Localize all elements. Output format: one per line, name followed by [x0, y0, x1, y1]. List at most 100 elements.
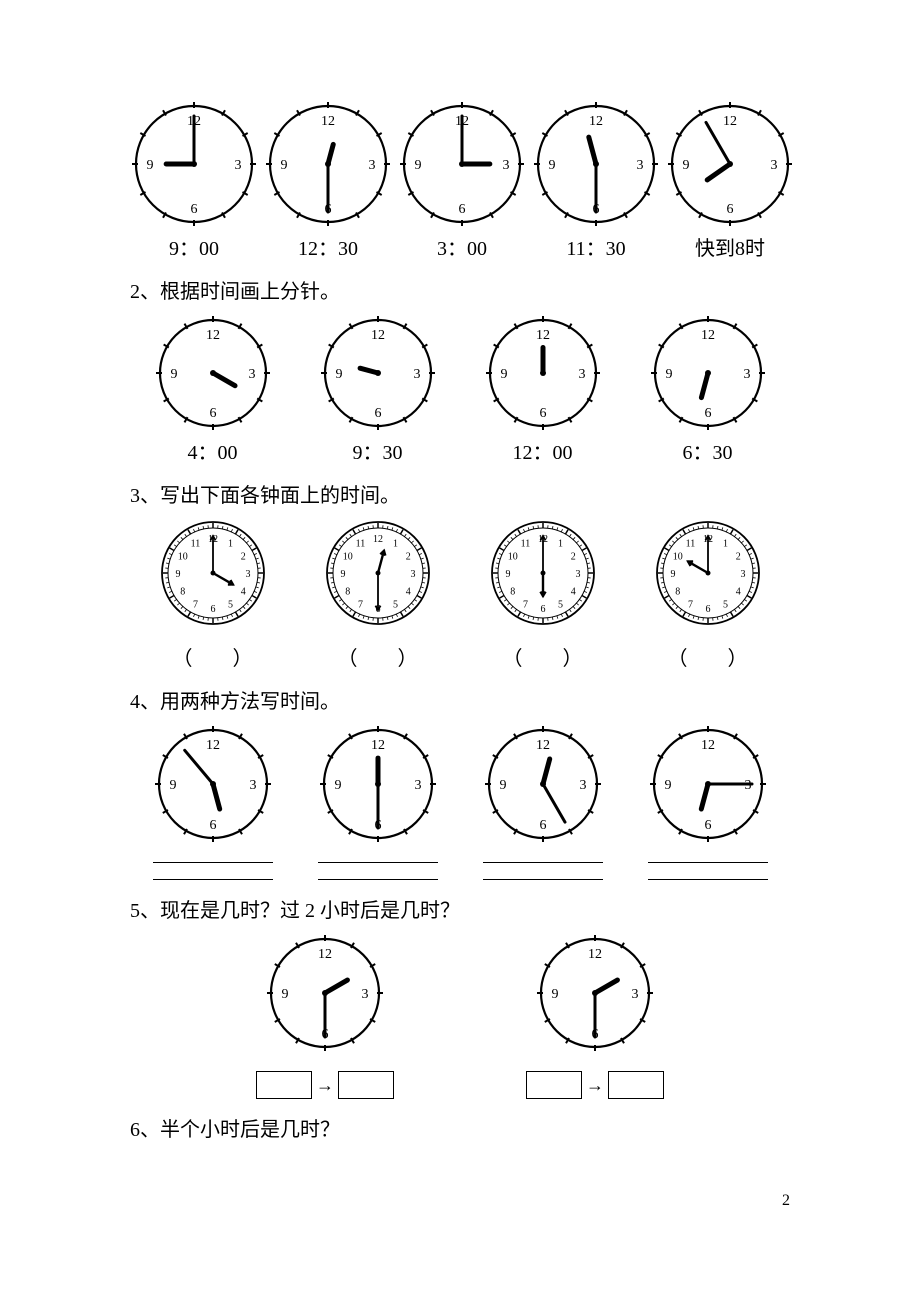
clock-time-label: 快到8时: [695, 232, 765, 261]
svg-text:5: 5: [558, 599, 563, 610]
clock-face-detailed: 121234567891011: [488, 518, 598, 628]
svg-text:12: 12: [371, 328, 385, 343]
q1-clock-cell: 12369 9：00: [130, 100, 258, 261]
clock-time-label: 3：00: [437, 232, 487, 261]
svg-text:3: 3: [579, 778, 586, 793]
q2-clock-cell: 123699：30: [295, 314, 460, 465]
svg-text:6: 6: [210, 604, 215, 615]
clock-face-detailed: 121234567891011: [323, 518, 433, 628]
answer-box: [338, 1071, 394, 1099]
svg-text:9: 9: [340, 569, 345, 580]
svg-text:2: 2: [735, 552, 740, 563]
svg-text:9: 9: [552, 987, 559, 1002]
svg-text:10: 10: [507, 552, 517, 563]
answer-lines: [318, 862, 438, 880]
svg-text:6: 6: [459, 202, 466, 217]
svg-text:6: 6: [374, 406, 381, 421]
answer-paren: （ ）: [338, 642, 418, 671]
arrow-icon: →: [316, 1075, 334, 1096]
svg-text:3: 3: [235, 158, 242, 173]
svg-text:5: 5: [723, 599, 728, 610]
svg-text:8: 8: [675, 587, 680, 598]
q2-clock-cell: 12369 12：00: [460, 314, 625, 465]
svg-text:12: 12: [206, 328, 220, 343]
answer-line: [483, 862, 603, 863]
answer-lines: [648, 862, 768, 880]
svg-text:3: 3: [413, 367, 420, 382]
svg-text:3: 3: [369, 158, 376, 173]
svg-text:4: 4: [735, 587, 740, 598]
svg-text:9: 9: [415, 158, 422, 173]
clock-time-label: 12：00: [513, 436, 573, 465]
clock-face: 12 3 6 9: [483, 724, 603, 844]
svg-text:9: 9: [665, 367, 672, 382]
svg-text:3: 3: [414, 778, 421, 793]
q5-title: 5、现在是几时？过 2 小时后是几时？: [130, 894, 790, 923]
q4-clock-cell: 12369: [625, 724, 790, 880]
svg-text:3: 3: [248, 367, 255, 382]
clock-face: 12369: [153, 724, 273, 844]
svg-text:7: 7: [193, 599, 198, 610]
svg-text:6: 6: [539, 818, 546, 833]
answer-box-row: →: [526, 1071, 664, 1099]
clock-time-label: 6：30: [683, 436, 733, 465]
clock-face: 12369: [265, 933, 385, 1053]
clock-time-label: 9：00: [169, 232, 219, 261]
answer-box-row: →: [256, 1071, 394, 1099]
clock-face: 12 3 6 9: [319, 314, 437, 432]
svg-text:2: 2: [405, 552, 410, 563]
svg-text:9: 9: [664, 778, 671, 793]
svg-text:4: 4: [240, 587, 245, 598]
svg-text:2: 2: [570, 552, 575, 563]
paren-gap: [358, 648, 398, 670]
svg-text:9: 9: [335, 367, 342, 382]
clock-face: 12369: [535, 933, 655, 1053]
clock-face: 12369: [130, 100, 258, 228]
svg-text:12: 12: [536, 738, 550, 753]
q2-clock-cell: 123696：30: [625, 314, 790, 465]
svg-text:3: 3: [637, 158, 644, 173]
clock-time-label: 4：00: [188, 436, 238, 465]
svg-text:9: 9: [499, 778, 506, 793]
svg-text:12: 12: [318, 947, 332, 962]
svg-text:1: 1: [228, 539, 233, 550]
q3-clock-cell: 121234567891011（ ）: [130, 518, 295, 671]
svg-text:12: 12: [589, 114, 603, 129]
answer-box: [526, 1071, 582, 1099]
paren-left: （: [503, 648, 523, 670]
clock-face: 12369: [484, 314, 602, 432]
q2-clock-row: 123694：00123699：301236912：00123696：30: [130, 314, 790, 465]
svg-text:10: 10: [672, 552, 682, 563]
svg-text:9: 9: [169, 778, 176, 793]
svg-text:8: 8: [180, 587, 185, 598]
svg-text:1: 1: [723, 539, 728, 550]
answer-paren: （ ）: [668, 642, 748, 671]
svg-text:3: 3: [771, 158, 778, 173]
svg-text:8: 8: [510, 587, 515, 598]
paren-right: ）: [233, 648, 253, 670]
clock-face: 12369: [264, 100, 392, 228]
svg-text:12: 12: [321, 114, 335, 129]
q3-clock-cell: 121234567891011（ ）: [625, 518, 790, 671]
svg-text:2: 2: [240, 552, 245, 563]
answer-line: [153, 879, 273, 880]
answer-line: [483, 879, 603, 880]
clock-face-detailed: 121234567891011: [158, 518, 268, 628]
svg-text:11: 11: [190, 539, 200, 550]
q3-clock-cell: 121234567891011（ ）: [295, 518, 460, 671]
svg-text:9: 9: [281, 158, 288, 173]
svg-text:9: 9: [505, 569, 510, 580]
paren-gap: [523, 648, 563, 670]
q1-clock-row: 123699：001236912：30123693：001236911：3012…: [130, 100, 790, 261]
q6-title: 6、半个小时后是几时？: [130, 1113, 790, 1142]
answer-lines: [483, 862, 603, 880]
svg-text:1: 1: [558, 539, 563, 550]
page-number: 2: [782, 1192, 790, 1210]
clock-face: 12369: [318, 724, 438, 844]
q4-clock-cell: 12369: [130, 724, 295, 880]
svg-text:6: 6: [539, 406, 546, 421]
answer-box: [256, 1071, 312, 1099]
q5-clock-cell: 12369 →: [460, 933, 730, 1099]
svg-text:12: 12: [373, 534, 383, 545]
q3-clock-row: 121234567891011（ ）121234567891011（ ）1212…: [130, 518, 790, 671]
